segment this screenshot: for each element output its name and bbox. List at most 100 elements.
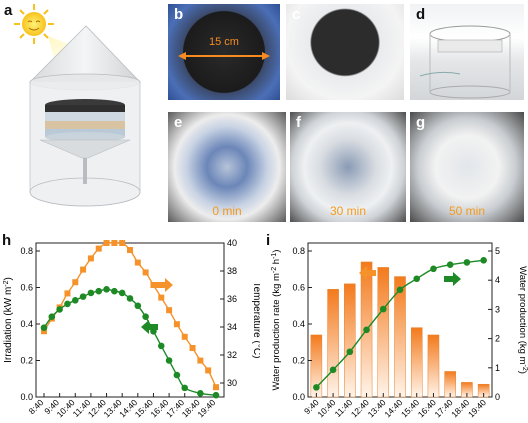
temperature-point [64,290,71,297]
x-tick-label: 17:40 [432,397,454,419]
irradiation-point [134,302,142,310]
irradiation-point [87,289,95,297]
panel-label-c: c [292,6,301,23]
temperature-point [189,345,196,351]
y-right-tick-label: 5 [495,246,500,256]
y-left-axis-label-part-3: -1 [271,253,278,259]
irradiation-point [64,300,71,308]
photo-e: e 0 min [168,112,286,222]
y-left-axis-label-part-1: -2 [3,280,10,286]
x-tick-label: 16:40 [416,397,438,419]
temperature-point [72,279,79,286]
temperature-point [197,357,204,364]
x-tick-label: 10:40 [315,397,337,419]
water-production-point [346,348,354,356]
irradiation-point [165,357,173,364]
photo-g: g 50 min [410,112,524,222]
irradiation-point [197,390,204,397]
diameter-label: 15 cm [209,36,239,48]
irradiation-point [56,306,63,313]
x-tick-label: 13:40 [366,397,388,419]
y-right-tick-label: 2 [495,334,500,344]
time-label-e: 0 min [212,204,242,218]
irradiation-point [79,293,87,300]
y-left-tick-label: 0.6 [292,283,305,293]
y-left-tick-label: 0.4 [20,319,33,329]
y-left-axis-label-part-1: -2 [271,267,278,273]
irradiation-point [173,371,181,379]
y-right-axis-label: Water production (kg m-2) [517,266,528,374]
water-production-point [413,275,421,283]
y-left-axis-label: Water production rate (kg m-2 h-1) [271,250,283,391]
production-rate-bar [344,283,356,398]
panel-label-h: h [2,232,12,249]
series-line-temperature [43,241,217,388]
water-production-point [379,305,387,313]
water-production-point [446,261,454,269]
time-label-f: 30 min [329,204,367,218]
photo-d: d [410,4,524,100]
y-right-axis-label-part-1: -2 [522,364,528,370]
temperature-point [173,321,180,328]
irradiation-point [142,313,149,320]
y-left-axis-label: Irradiation (kW m-2) [3,277,15,363]
y-left-tick-label: 0.8 [20,246,33,256]
x-tick-label: 14:40 [382,397,404,419]
x-tick-label: 19:40 [195,397,217,419]
y-right-tick-label: 32 [227,350,237,360]
production-rate-bar [377,267,390,398]
temperature-point [111,240,118,246]
y-right-tick-label: 0 [495,392,500,402]
plot-frame [35,242,225,398]
water-production-point [463,259,471,266]
panel-label-d: d [416,6,426,23]
chart-h: 0.00.20.40.60.83032343638408:409:4010:40… [3,238,261,419]
time-label-g: 50 min [448,204,486,218]
panel-label-g: g [416,114,426,131]
y-left-axis-label-part-4: ) [271,250,282,253]
panel-label-e: e [174,114,183,131]
arrow-right-icon [156,278,173,292]
water-production-point [480,257,487,264]
arrow-left-icon [359,266,376,280]
temperature-point [87,255,94,262]
y-right-tick-label: 40 [227,238,237,248]
arrow-left-icon [141,320,158,334]
y-right-tick-label: 34 [227,322,237,332]
irradiation-point [157,342,165,350]
irradiation-point [111,287,118,295]
temperature-point [150,282,157,288]
panel-label-f: f [296,114,301,131]
temperature-point [103,240,110,246]
y-left-axis-label-part-2: h [271,259,282,267]
y-left-tick-label: 0.8 [292,246,305,256]
production-rate-bar [327,289,339,398]
y-right-tick-label: 1 [495,363,500,373]
temperature-point [80,266,87,273]
temperature-point [127,247,133,253]
y-right-axis-label-part-2: ) [517,371,528,374]
y-left-axis-label-part-0: Irradiation (kW m [3,287,14,363]
temperature-point [95,245,102,252]
irradiation-point [40,324,48,331]
arrow-right-icon [444,272,461,286]
irradiation-point [95,287,103,295]
irradiation-point [181,384,189,392]
x-tick-label: 18:40 [449,397,471,419]
chart-i: 0.00.20.40.60.80123459:4010:4011:4012:40… [271,242,528,419]
temperature-point [134,259,141,266]
y-right-tick-label: 3 [495,304,500,314]
irradiation-point [71,296,79,304]
production-rate-bar [427,334,440,398]
water-production-point [313,384,320,391]
irradiation-point [103,286,110,293]
x-tick-label: 19:40 [466,397,488,419]
y-right-tick-label: 30 [227,378,237,388]
irradiation-point [212,391,220,399]
y-left-tick-label: 0.2 [20,356,33,366]
water-production-point [396,286,404,294]
temperature-point [213,384,219,391]
y-left-tick-label: 0.0 [20,392,33,402]
photo-f: f 30 min [290,112,406,222]
photo-b: b 15 cm [168,4,280,100]
